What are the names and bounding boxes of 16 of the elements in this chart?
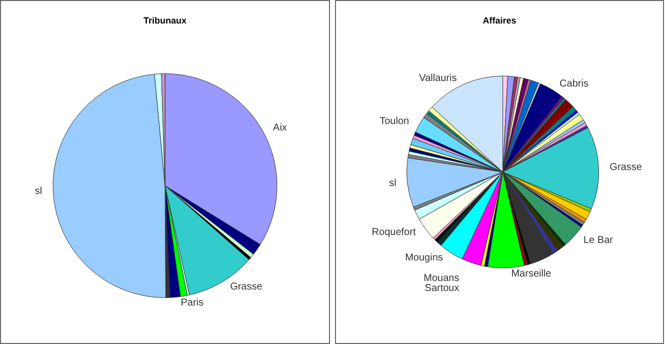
slice-label: Aix — [273, 122, 287, 134]
slice-label: Marseille — [511, 268, 552, 280]
slice-label: Mougins — [405, 252, 443, 264]
chart-title: Affaires — [482, 16, 516, 26]
slice-label: Paris — [180, 298, 204, 309]
slice-label: sl — [389, 178, 396, 189]
slice-label: Toulon — [380, 116, 410, 128]
slice-label: Vallauris — [419, 73, 457, 84]
slice-label: Grasse — [610, 162, 642, 174]
slice-label: Grasse — [230, 282, 263, 293]
slice-label: Mouans Sartoux — [424, 273, 460, 294]
slice-label: Roquefort — [372, 227, 416, 238]
slice-label: Cabris — [560, 78, 588, 90]
chart-title: Tribunaux — [143, 16, 187, 26]
slice-label: Le Bar — [583, 234, 614, 246]
slice-label: sl — [34, 186, 42, 198]
